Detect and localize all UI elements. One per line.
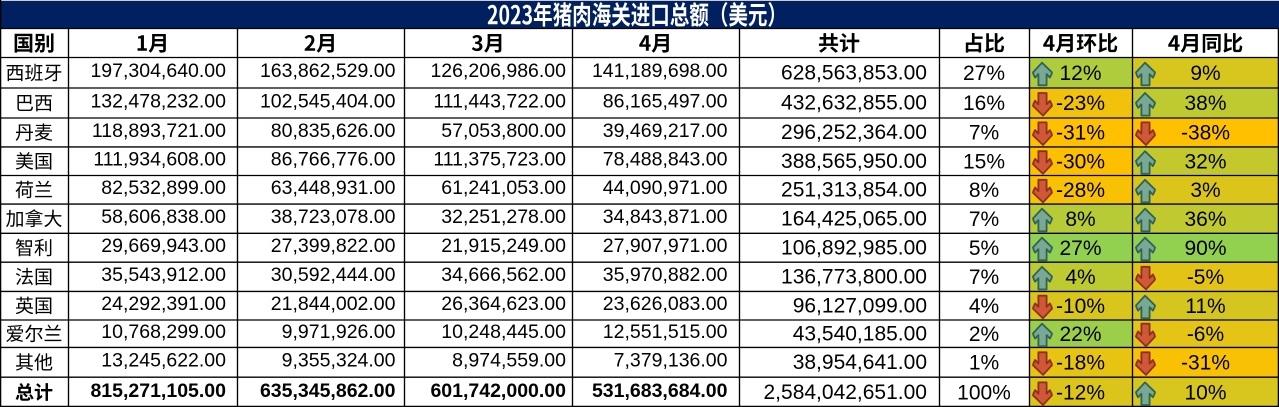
svg-text:164,425,065.00: 164,425,065.00 (781, 207, 927, 230)
svg-text:388,565,950.00: 388,565,950.00 (781, 150, 927, 173)
svg-text:7%: 7% (969, 266, 999, 289)
svg-text:111,443,722.00: 111,443,722.00 (433, 90, 566, 112)
svg-text:815,271,105.00: 815,271,105.00 (90, 380, 226, 402)
svg-text:-38%: -38% (1181, 122, 1230, 145)
svg-text:44,090,971.00: 44,090,971.00 (603, 177, 728, 199)
svg-text:9%: 9% (1190, 62, 1220, 85)
svg-text:9,971,926.00: 9,971,926.00 (282, 321, 396, 343)
svg-text:10%: 10% (1184, 382, 1226, 405)
svg-text:27,907,971.00: 27,907,971.00 (603, 235, 728, 257)
svg-text:39,469,217.00: 39,469,217.00 (603, 120, 728, 142)
svg-text:78,488,843.00: 78,488,843.00 (603, 149, 728, 171)
svg-text:-10%: -10% (1056, 295, 1105, 318)
svg-text:34,666,562.00: 34,666,562.00 (441, 264, 566, 286)
svg-text:8,974,559.00: 8,974,559.00 (452, 350, 566, 372)
svg-text:-23%: -23% (1056, 92, 1105, 115)
svg-text:96,127,099.00: 96,127,099.00 (793, 294, 927, 317)
svg-text:-30%: -30% (1056, 150, 1105, 173)
svg-text:628,563,853.00: 628,563,853.00 (781, 62, 927, 85)
svg-text:111,934,608.00: 111,934,608.00 (93, 149, 226, 171)
svg-text:13,245,622.00: 13,245,622.00 (101, 350, 226, 372)
svg-text:11%: 11% (1185, 295, 1225, 318)
svg-text:4%: 4% (969, 295, 999, 318)
svg-text:10,768,299.00: 10,768,299.00 (101, 321, 226, 343)
svg-text:7%: 7% (969, 208, 999, 231)
svg-text:29,669,943.00: 29,669,943.00 (101, 235, 226, 257)
svg-text:7,379,136.00: 7,379,136.00 (614, 350, 728, 372)
svg-text:86,165,497.00: 86,165,497.00 (603, 90, 728, 112)
svg-text:82,532,899.00: 82,532,899.00 (101, 177, 226, 199)
svg-text:635,345,862.00: 635,345,862.00 (260, 380, 396, 402)
svg-text:111,375,723.00: 111,375,723.00 (433, 149, 566, 171)
svg-text:1%: 1% (969, 352, 999, 375)
svg-text:8%: 8% (969, 179, 999, 202)
svg-text:24,292,391.00: 24,292,391.00 (101, 293, 226, 315)
svg-text:2,584,042,651.00: 2,584,042,651.00 (764, 381, 928, 404)
svg-text:126,206,986.00: 126,206,986.00 (430, 60, 566, 82)
svg-text:100%: 100% (957, 382, 1011, 405)
svg-text:32,251,278.00: 32,251,278.00 (441, 206, 566, 228)
svg-text:197,304,640.00: 197,304,640.00 (90, 60, 226, 82)
svg-text:9,355,324.00: 9,355,324.00 (282, 350, 396, 372)
svg-text:-28%: -28% (1056, 179, 1105, 202)
svg-text:8%: 8% (1065, 208, 1095, 231)
svg-text:-31%: -31% (1056, 122, 1105, 145)
svg-text:4%: 4% (1065, 266, 1095, 289)
svg-text:16%: 16% (963, 92, 1005, 115)
svg-text:102,545,404.00: 102,545,404.00 (260, 90, 396, 112)
svg-text:-31%: -31% (1181, 352, 1230, 375)
svg-text:132,478,232.00: 132,478,232.00 (90, 90, 226, 112)
svg-text:-18%: -18% (1056, 352, 1105, 375)
svg-text:163,862,529.00: 163,862,529.00 (260, 60, 396, 82)
svg-text:106,892,985.00: 106,892,985.00 (781, 236, 927, 259)
svg-text:38,723,078.00: 38,723,078.00 (271, 206, 396, 228)
svg-text:58,606,838.00: 58,606,838.00 (101, 206, 226, 228)
svg-text:63,448,931.00: 63,448,931.00 (271, 177, 396, 199)
svg-text:57,053,800.00: 57,053,800.00 (441, 120, 566, 142)
svg-text:80,835,626.00: 80,835,626.00 (271, 120, 396, 142)
svg-text:30,592,444.00: 30,592,444.00 (271, 264, 396, 286)
svg-text:296,252,364.00: 296,252,364.00 (781, 121, 927, 144)
svg-text:3%: 3% (1190, 179, 1220, 202)
svg-text:32%: 32% (1184, 150, 1226, 173)
svg-text:-6%: -6% (1187, 323, 1224, 346)
svg-text:27,399,822.00: 27,399,822.00 (271, 235, 396, 257)
svg-text:15%: 15% (963, 150, 1005, 173)
svg-text:27%: 27% (1059, 237, 1101, 260)
svg-text:27%: 27% (963, 62, 1005, 85)
svg-text:35,970,882.00: 35,970,882.00 (603, 264, 728, 286)
svg-text:-12%: -12% (1056, 382, 1105, 405)
svg-text:21,844,002.00: 21,844,002.00 (271, 293, 396, 315)
svg-text:86,766,776.00: 86,766,776.00 (271, 149, 396, 171)
svg-text:5%: 5% (969, 237, 999, 260)
svg-text:34,843,871.00: 34,843,871.00 (603, 206, 728, 228)
svg-text:136,773,800.00: 136,773,800.00 (781, 266, 927, 289)
svg-text:141,189,698.00: 141,189,698.00 (592, 60, 728, 82)
svg-text:22%: 22% (1059, 323, 1101, 346)
svg-text:43,540,185.00: 43,540,185.00 (793, 322, 927, 345)
svg-text:2%: 2% (969, 323, 999, 346)
svg-text:10,248,445.00: 10,248,445.00 (441, 321, 566, 343)
svg-text:531,683,684.00: 531,683,684.00 (592, 380, 728, 402)
svg-text:90%: 90% (1184, 237, 1226, 260)
svg-text:118,893,721.00: 118,893,721.00 (92, 120, 226, 142)
svg-text:251,313,854.00: 251,313,854.00 (781, 179, 927, 202)
svg-text:12%: 12% (1059, 62, 1101, 85)
svg-text:26,364,623.00: 26,364,623.00 (441, 293, 566, 315)
svg-text:36%: 36% (1184, 208, 1226, 231)
svg-text:38,954,641.00: 38,954,641.00 (793, 351, 927, 374)
svg-text:35,543,912.00: 35,543,912.00 (101, 264, 226, 286)
svg-text:432,632,855.00: 432,632,855.00 (781, 92, 927, 115)
svg-text:38%: 38% (1184, 92, 1226, 115)
svg-text:7%: 7% (969, 122, 999, 145)
svg-text:23,626,083.00: 23,626,083.00 (603, 293, 728, 315)
svg-text:-5%: -5% (1187, 266, 1224, 289)
svg-text:61,241,053.00: 61,241,053.00 (441, 177, 566, 199)
svg-text:12,551,515.00: 12,551,515.00 (603, 321, 728, 343)
svg-text:21,915,249.00: 21,915,249.00 (441, 235, 566, 257)
svg-text:601,742,000.00: 601,742,000.00 (430, 380, 566, 402)
